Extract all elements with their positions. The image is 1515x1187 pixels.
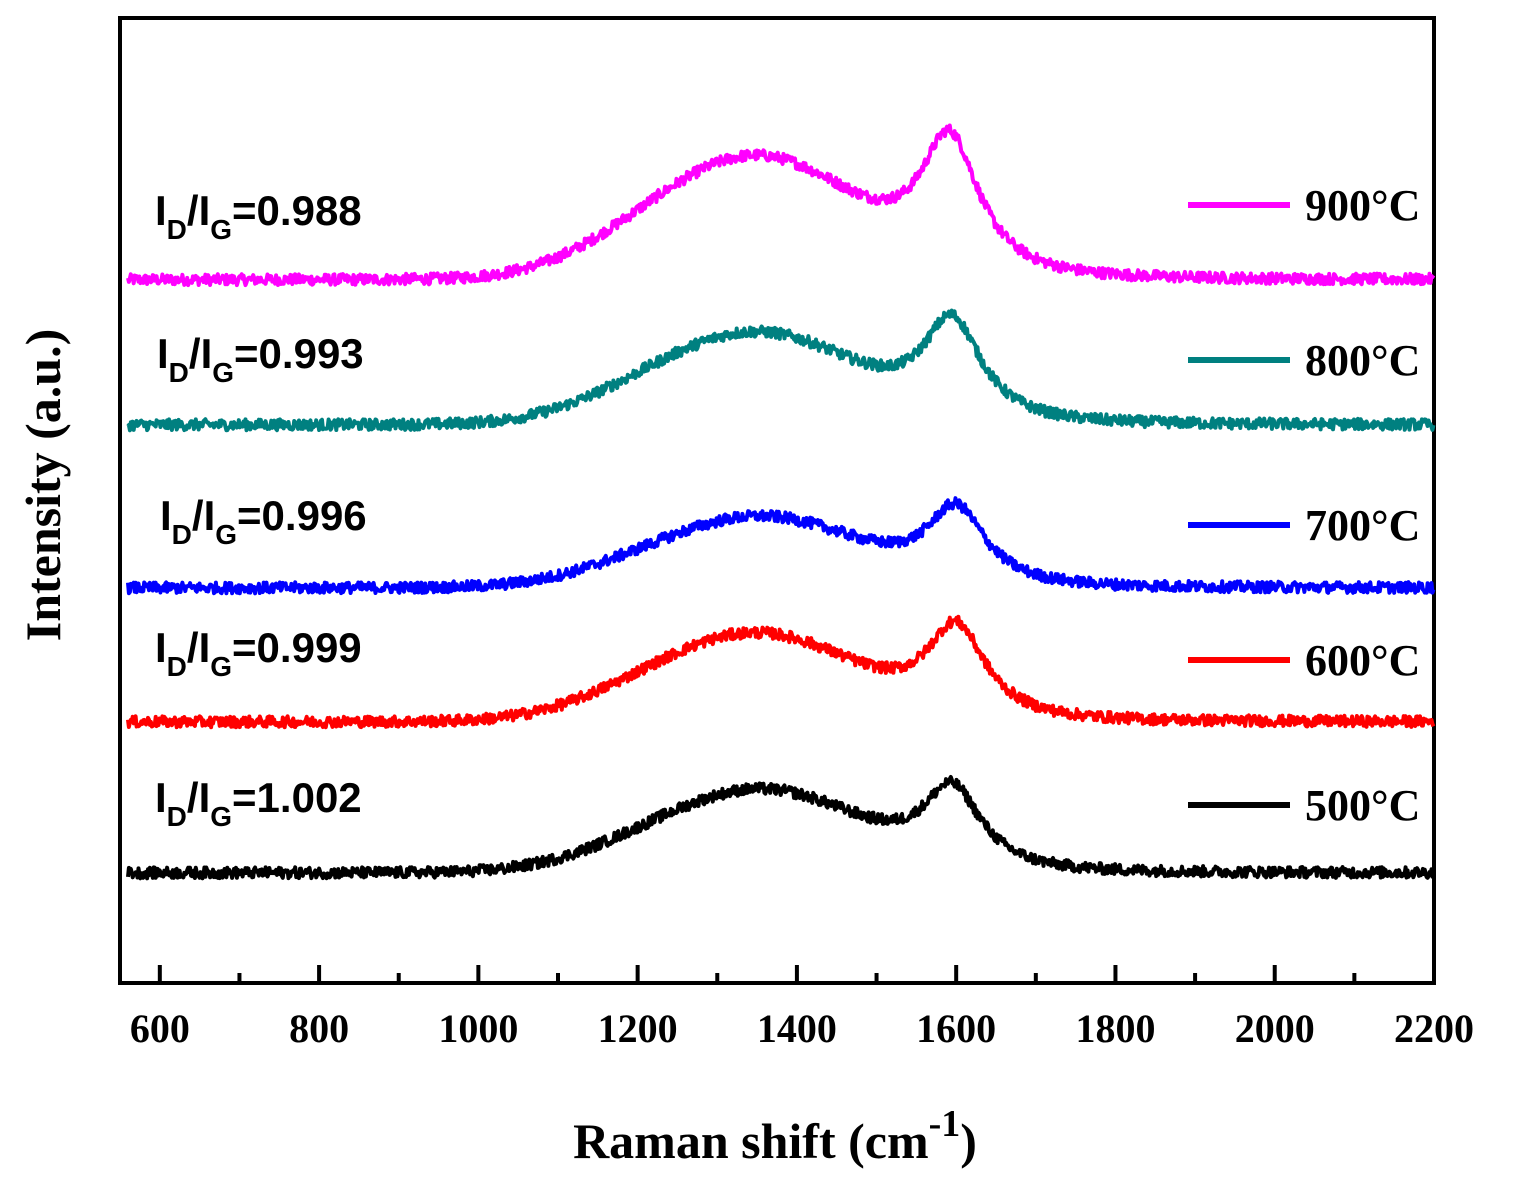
x-ticks: 600 800 1000 1200 1400 1600 1800 2000 2200	[130, 965, 1474, 1051]
plot-frame	[118, 16, 1436, 985]
x-tick-label: 1800	[1075, 1006, 1155, 1051]
id-ig-ratio-label: ID/IG=0.993	[157, 330, 364, 388]
id-ig-ratio-label: ID/IG=0.999	[155, 624, 362, 682]
x-axis-title: Raman shift (cm-1)	[573, 1103, 977, 1169]
series-line	[126, 614, 1436, 730]
x-tick-label: 800	[289, 1006, 349, 1051]
id-ig-ratio-label: ID/IG=0.996	[160, 492, 367, 550]
x-tick-label: 2200	[1394, 1006, 1474, 1051]
legend-label: 800°C	[1305, 336, 1420, 385]
series-line	[126, 775, 1436, 881]
legend-label: 500°C	[1305, 781, 1420, 830]
legend-label: 700°C	[1305, 501, 1420, 550]
id-ig-ratio-label: ID/IG=0.988	[155, 187, 362, 245]
legend-label: 600°C	[1305, 636, 1420, 685]
x-tick-label: 1400	[757, 1006, 837, 1051]
x-tick-label: 1000	[438, 1006, 518, 1051]
x-axis-title-suffix: )	[960, 1113, 977, 1169]
series-line	[126, 308, 1436, 433]
ratio-labels: ID/IG=0.988 ID/IG=0.993 ID/IG=0.996 ID/IG=0…	[155, 187, 367, 832]
y-axis-title: Intensity (a.u.)	[15, 329, 71, 642]
series-line	[126, 123, 1436, 288]
x-tick-label: 600	[130, 1006, 190, 1051]
series-line	[126, 496, 1436, 596]
legend: 900°C 800°C 700°C 600°C 500°C	[1188, 181, 1420, 830]
id-ig-ratio-label: ID/IG=1.002	[155, 774, 362, 832]
series-layer	[126, 123, 1436, 881]
x-tick-label: 2000	[1235, 1006, 1315, 1051]
x-axis-title-main: Raman shift (cm	[573, 1113, 929, 1169]
legend-label: 900°C	[1305, 181, 1420, 230]
x-tick-label: 1200	[598, 1006, 678, 1051]
x-axis-title-sup: -1	[929, 1103, 961, 1145]
x-tick-label: 1600	[916, 1006, 996, 1051]
